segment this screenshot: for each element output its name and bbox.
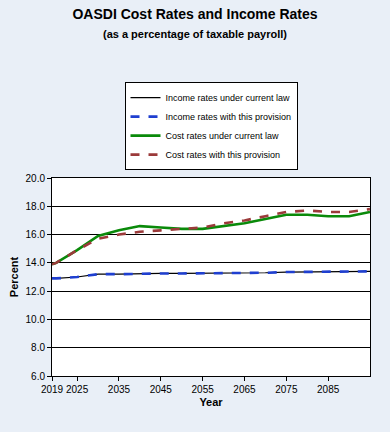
svg-text:Cost rates under current law: Cost rates under current law xyxy=(166,131,280,141)
svg-text:Year: Year xyxy=(199,396,223,408)
svg-text:8.0: 8.0 xyxy=(31,342,45,353)
svg-text:Percent: Percent xyxy=(8,256,20,297)
svg-text:20.0: 20.0 xyxy=(26,173,46,184)
svg-text:2055: 2055 xyxy=(192,384,215,395)
svg-text:2085: 2085 xyxy=(317,384,340,395)
svg-text:18.0: 18.0 xyxy=(26,201,46,212)
svg-text:Income rates under current law: Income rates under current law xyxy=(166,93,291,103)
svg-text:2075: 2075 xyxy=(275,384,298,395)
svg-text:12.0: 12.0 xyxy=(26,286,46,297)
svg-text:2035: 2035 xyxy=(108,384,131,395)
svg-text:14.0: 14.0 xyxy=(26,257,46,268)
svg-text:2025: 2025 xyxy=(66,384,89,395)
svg-text:2019: 2019 xyxy=(41,384,64,395)
svg-text:2065: 2065 xyxy=(233,384,256,395)
svg-text:10.0: 10.0 xyxy=(26,314,46,325)
svg-text:Income rates with this provisi: Income rates with this provision xyxy=(166,112,292,122)
svg-text:16.0: 16.0 xyxy=(26,229,46,240)
svg-text:2045: 2045 xyxy=(150,384,173,395)
svg-text:OASDI Cost Rates and Income Ra: OASDI Cost Rates and Income Rates(as a p… xyxy=(72,6,317,39)
svg-text:6.0: 6.0 xyxy=(31,371,45,382)
svg-text:Cost rates with this provision: Cost rates with this provision xyxy=(166,150,281,160)
